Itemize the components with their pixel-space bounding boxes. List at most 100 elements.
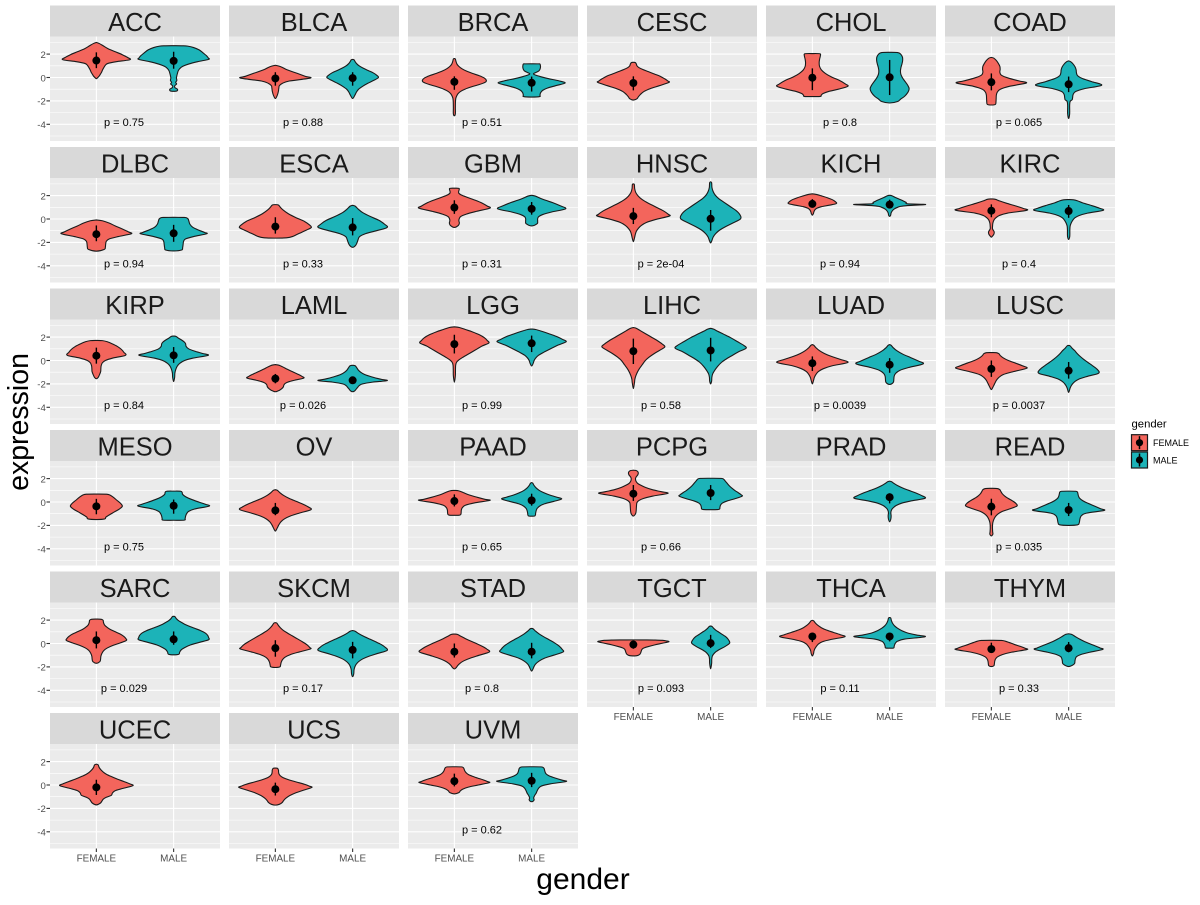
svg-text:OV: OV [296, 434, 333, 462]
svg-text:-2: -2 [37, 804, 46, 815]
svg-text:gender: gender [536, 863, 629, 896]
svg-text:p = 0.11: p = 0.11 [820, 683, 859, 695]
svg-text:FEMALE: FEMALE [972, 712, 1012, 723]
svg-text:LUSC: LUSC [996, 292, 1064, 320]
svg-text:UCEC: UCEC [99, 717, 171, 745]
svg-text:ESCA: ESCA [279, 151, 348, 179]
svg-text:THCA: THCA [816, 575, 885, 603]
svg-text:p = 0.33: p = 0.33 [283, 258, 323, 270]
svg-text:0: 0 [40, 215, 45, 226]
svg-text:MALE: MALE [1055, 712, 1082, 723]
svg-text:p = 0.0039: p = 0.0039 [814, 400, 866, 412]
svg-text:-4: -4 [37, 262, 46, 273]
svg-text:THYM: THYM [994, 575, 1066, 603]
svg-text:UCS: UCS [287, 717, 341, 745]
svg-text:p = 0.31: p = 0.31 [462, 258, 502, 270]
svg-text:FEMALE: FEMALE [614, 712, 654, 723]
svg-text:PCPG: PCPG [636, 434, 708, 462]
svg-text:p = 0.4: p = 0.4 [1002, 258, 1036, 270]
svg-text:p = 0.8: p = 0.8 [465, 683, 499, 695]
svg-text:LIHC: LIHC [643, 292, 701, 320]
svg-text:-4: -4 [37, 545, 46, 556]
svg-text:PRAD: PRAD [816, 434, 887, 462]
svg-text:2: 2 [40, 474, 45, 485]
svg-text:MALE: MALE [697, 712, 724, 723]
svg-text:-4: -4 [37, 120, 46, 131]
svg-text:SARC: SARC [100, 575, 171, 603]
svg-text:p = 0.8: p = 0.8 [823, 117, 857, 129]
svg-text:0: 0 [40, 781, 45, 792]
svg-text:expression: expression [3, 353, 35, 491]
svg-text:2: 2 [40, 191, 45, 202]
svg-text:p = 0.51: p = 0.51 [462, 117, 502, 129]
svg-text:HNSC: HNSC [636, 151, 708, 179]
svg-text:SKCM: SKCM [277, 575, 351, 603]
svg-text:2: 2 [40, 616, 45, 627]
svg-text:-4: -4 [37, 686, 46, 697]
svg-text:0: 0 [40, 639, 45, 650]
svg-text:0: 0 [40, 73, 45, 84]
svg-text:p = 0.58: p = 0.58 [641, 400, 681, 412]
svg-text:-2: -2 [37, 380, 46, 391]
svg-text:DLBC: DLBC [101, 151, 169, 179]
svg-text:p = 0.66: p = 0.66 [641, 541, 681, 553]
svg-text:KICH: KICH [821, 151, 882, 179]
svg-text:0: 0 [40, 498, 45, 509]
svg-text:p = 0.65: p = 0.65 [462, 541, 502, 553]
svg-text:2: 2 [40, 333, 45, 344]
svg-text:p = 0.33: p = 0.33 [999, 683, 1039, 695]
svg-text:-2: -2 [37, 238, 46, 249]
svg-text:BLCA: BLCA [281, 9, 348, 37]
svg-text:gender: gender [1132, 419, 1167, 431]
svg-text:p = 0.62: p = 0.62 [462, 824, 502, 836]
svg-text:p = 0.026: p = 0.026 [280, 400, 326, 412]
svg-text:TGCT: TGCT [637, 575, 706, 603]
svg-text:LUAD: LUAD [817, 292, 885, 320]
svg-text:KIRP: KIRP [105, 292, 165, 320]
svg-text:2: 2 [40, 50, 45, 61]
svg-text:p = 0.84: p = 0.84 [104, 400, 144, 412]
svg-text:p = 0.99: p = 0.99 [462, 400, 502, 412]
svg-text:p = 0.94: p = 0.94 [820, 258, 860, 270]
svg-text:FEMALE: FEMALE [77, 854, 117, 865]
svg-text:UVM: UVM [465, 717, 522, 745]
svg-text:FEMALE: FEMALE [435, 854, 475, 865]
svg-text:READ: READ [995, 434, 1066, 462]
svg-text:-4: -4 [37, 403, 46, 414]
svg-text:p = 0.17: p = 0.17 [283, 683, 323, 695]
svg-text:MALE: MALE [339, 854, 366, 865]
svg-text:p = 0.029: p = 0.029 [101, 683, 147, 695]
svg-text:CHOL: CHOL [816, 9, 887, 37]
svg-text:CESC: CESC [637, 9, 708, 37]
svg-text:MALE: MALE [1153, 456, 1178, 466]
svg-text:KIRC: KIRC [1000, 151, 1061, 179]
svg-text:MALE: MALE [518, 854, 545, 865]
svg-text:2: 2 [40, 757, 45, 768]
svg-text:p = 0.75: p = 0.75 [104, 117, 144, 129]
svg-text:PAAD: PAAD [459, 434, 527, 462]
svg-text:p = 0.0037: p = 0.0037 [993, 400, 1045, 412]
svg-text:p = 0.94: p = 0.94 [104, 258, 144, 270]
svg-text:MESO: MESO [97, 434, 172, 462]
svg-text:GBM: GBM [464, 151, 522, 179]
svg-text:0: 0 [40, 356, 45, 367]
svg-text:MALE: MALE [160, 854, 187, 865]
svg-text:LAML: LAML [281, 292, 348, 320]
svg-text:-2: -2 [37, 97, 46, 108]
svg-text:p = 0.88: p = 0.88 [283, 117, 323, 129]
svg-text:p = 0.093: p = 0.093 [638, 683, 684, 695]
svg-text:STAD: STAD [460, 575, 526, 603]
svg-text:-4: -4 [37, 828, 46, 839]
svg-text:p = 0.75: p = 0.75 [104, 541, 144, 553]
svg-text:COAD: COAD [993, 9, 1067, 37]
svg-text:LGG: LGG [466, 292, 520, 320]
svg-text:p = 0.065: p = 0.065 [996, 117, 1042, 129]
svg-text:FEMALE: FEMALE [1153, 438, 1189, 448]
svg-text:p = 2e-04: p = 2e-04 [638, 258, 685, 270]
svg-text:FEMALE: FEMALE [793, 712, 833, 723]
svg-text:-2: -2 [37, 521, 46, 532]
svg-text:ACC: ACC [108, 9, 162, 37]
svg-text:p = 0.035: p = 0.035 [996, 541, 1042, 553]
svg-text:BRCA: BRCA [458, 9, 529, 37]
svg-text:-2: -2 [37, 663, 46, 674]
